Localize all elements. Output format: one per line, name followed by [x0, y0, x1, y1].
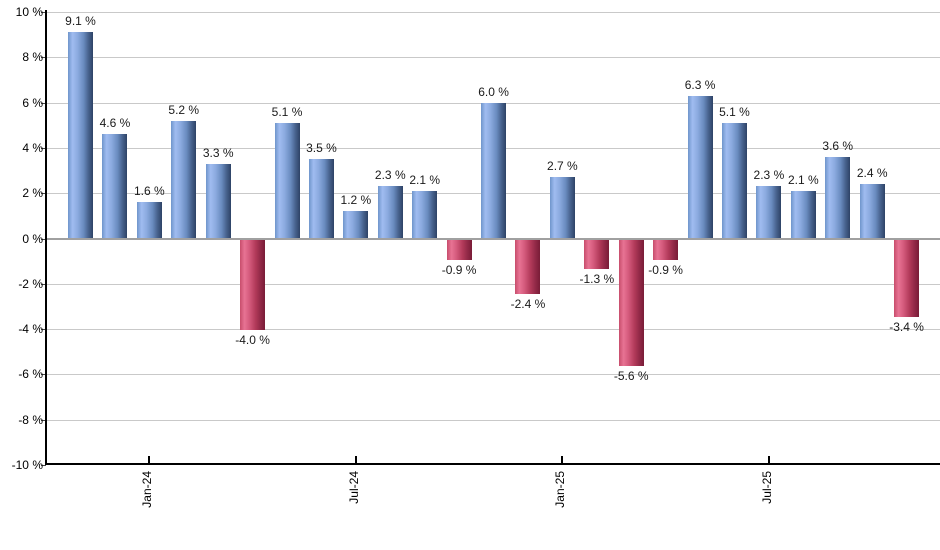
bar-value-label: 6.3 % [684, 77, 716, 92]
bar-positive [308, 159, 334, 239]
bar-value-label: -0.9 % [648, 262, 683, 277]
bar-value-label: 3.5 % [306, 141, 337, 156]
bar-positive [102, 134, 128, 239]
bar-value-label: 5.2 % [168, 102, 200, 117]
bar-value-label: 5.1 % [719, 104, 750, 119]
bar-negative [240, 239, 266, 331]
bar-positive [274, 122, 300, 239]
x-axis-tick-label: Jul-24 [346, 471, 361, 504]
y-axis-tick-label: -4 % [18, 322, 43, 337]
bar-negative [618, 239, 644, 367]
gridline [47, 283, 940, 285]
y-axis-tick-label: -8 % [18, 412, 43, 427]
bar-value-label: -0.9 % [441, 262, 477, 277]
y-axis-tick [41, 283, 46, 285]
bar-positive [687, 95, 713, 239]
x-axis-tick [767, 456, 770, 464]
bar-value-label: 6.0 % [478, 84, 509, 99]
bar-value-label: -2.4 % [510, 296, 546, 311]
bar-value-label: 3.6 % [822, 138, 854, 153]
x-axis-tick-label: Jan-25 [553, 471, 568, 508]
y-axis-tick [41, 238, 46, 240]
bar-positive [136, 202, 162, 239]
bar-value-label: 1.6 % [133, 184, 165, 199]
y-axis-tick [41, 57, 46, 59]
gridline [47, 419, 940, 421]
x-axis-tick [561, 456, 564, 464]
bar-positive [549, 177, 575, 239]
y-axis-tick [41, 374, 46, 376]
plot-area: 9.1 % 4.6 % 1.6 % 5.2 % 3.3 % -4.0 % 5.1 % 3.5 … [41, 10, 940, 466]
y-axis-tick [41, 329, 46, 331]
y-axis-tick-label: 8 % [22, 50, 43, 65]
x-axis-line [45, 463, 940, 465]
bar-value-label: 4.6 % [99, 116, 131, 131]
y-axis-line [45, 10, 47, 465]
bar-value-label: 2.1 % [787, 172, 819, 187]
bar-value-label: 2.3 % [374, 168, 406, 183]
y-axis-tick-label: 0 % [22, 231, 43, 246]
zero-gridline [47, 237, 940, 240]
bar-value-label: 9.1 % [65, 14, 96, 29]
y-axis-tick-label: 4 % [22, 140, 43, 155]
gridline [47, 57, 940, 59]
y-axis-tick [41, 193, 46, 195]
bar-value-label: 2.1 % [409, 172, 441, 187]
bar-negative [584, 239, 610, 269]
bar-positive [205, 163, 231, 239]
gridline [47, 12, 940, 13]
bar-value-label: 3.3 % [202, 145, 234, 160]
y-axis-tick-label: 6 % [22, 95, 43, 110]
bar-positive [171, 120, 197, 239]
bar-negative [653, 239, 679, 260]
bar-negative [515, 239, 541, 294]
x-axis-tick [148, 456, 151, 464]
bar-value-label: -4.0 % [235, 333, 270, 348]
bar-value-label: 2.4 % [856, 166, 888, 181]
y-axis-tick-label: 2 % [22, 186, 43, 201]
bar-positive [721, 122, 747, 239]
bar-value-label: -1.3 % [579, 271, 615, 286]
y-axis-tick [41, 419, 46, 421]
bar-value-label: 2.7 % [547, 159, 578, 174]
x-axis-tick-label: Jan-24 [140, 471, 155, 508]
bar-positive [859, 184, 885, 239]
y-axis-tick-label: -2 % [18, 276, 43, 291]
y-axis-tick [41, 147, 46, 149]
bar-positive [377, 186, 403, 239]
bar-positive [790, 190, 816, 239]
bar-positive [412, 190, 438, 239]
y-axis-tick [41, 12, 46, 13]
y-axis-tick-label: -10 % [11, 458, 43, 472]
x-axis-tick [354, 456, 357, 464]
y-axis-tick-label: 10 % [15, 5, 43, 19]
bar-value-label: -5.6 % [613, 369, 649, 384]
bar-positive [481, 102, 507, 239]
bar-value-label: 5.1 % [271, 104, 303, 119]
bar-value-label: -3.4 % [889, 319, 924, 334]
bar-value-label: 1.2 % [340, 193, 372, 208]
gridline [47, 374, 940, 376]
bar-negative [894, 239, 920, 317]
bar-negative [446, 239, 472, 260]
bar-positive [68, 32, 93, 239]
gridline [47, 329, 940, 331]
bar-value-label: 2.3 % [753, 168, 785, 183]
bar-positive [825, 156, 851, 239]
y-axis-tick [41, 102, 46, 104]
y-axis-tick-label: -6 % [18, 367, 43, 382]
x-axis-tick-label: Jul-25 [759, 471, 774, 504]
y-axis-tick [41, 465, 46, 466]
bar-positive [343, 211, 369, 239]
bar-positive [756, 186, 782, 239]
